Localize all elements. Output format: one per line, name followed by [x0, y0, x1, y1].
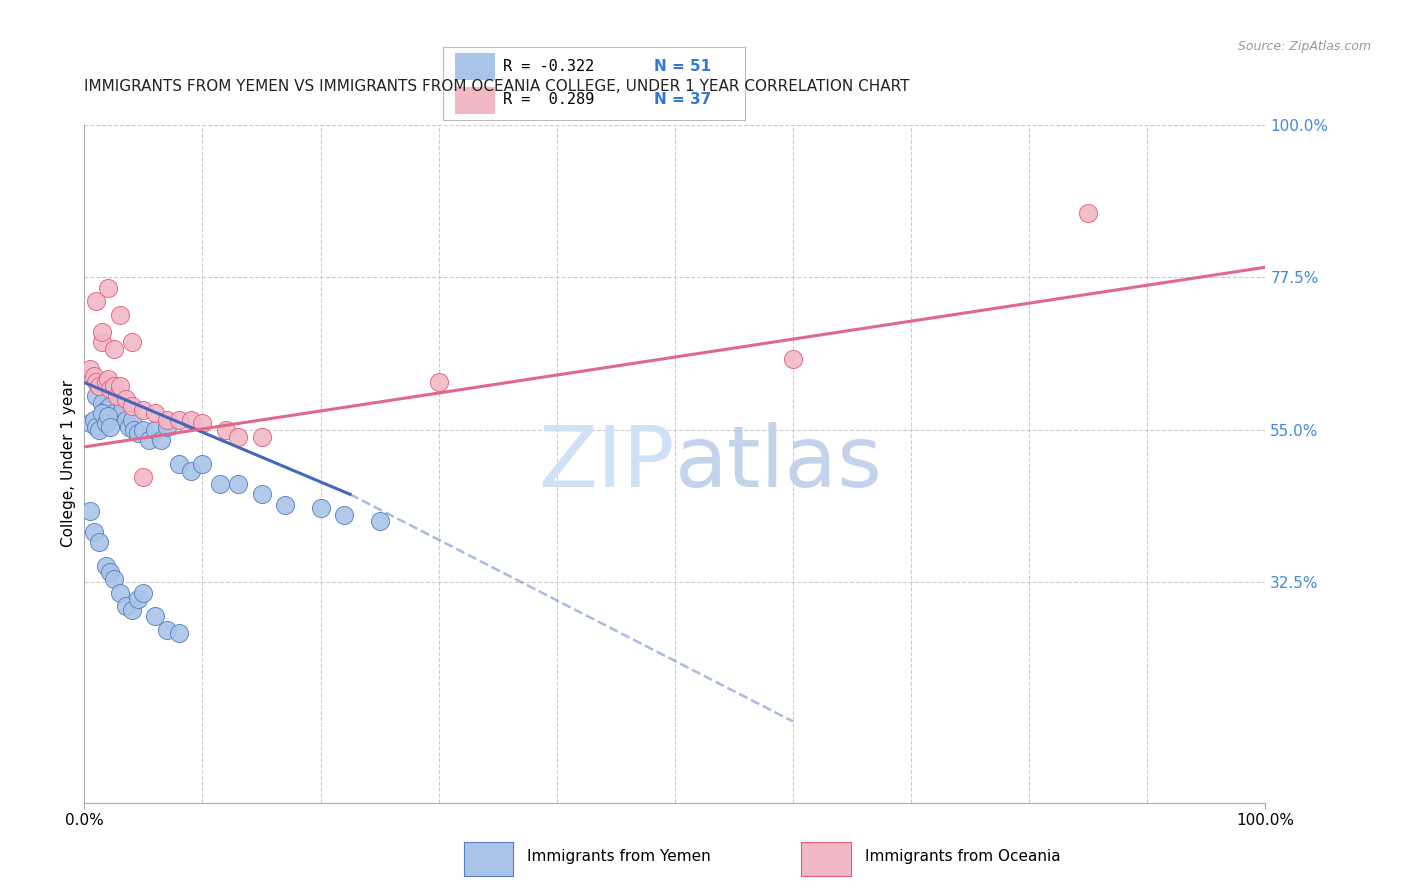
- Point: [107, 409, 129, 424]
- Point: [226, 477, 249, 491]
- Point: [91, 406, 114, 420]
- Point: [132, 402, 155, 417]
- Text: N = 37: N = 37: [655, 93, 711, 107]
- Point: [94, 376, 117, 390]
- Point: [83, 524, 105, 539]
- Point: [122, 423, 145, 437]
- Point: [108, 379, 131, 393]
- Point: [167, 413, 190, 427]
- Point: [127, 592, 149, 607]
- Point: [84, 376, 107, 390]
- Point: [191, 457, 214, 471]
- Text: IMMIGRANTS FROM YEMEN VS IMMIGRANTS FROM OCEANIA COLLEGE, UNDER 1 YEAR CORRELATI: IMMIGRANTS FROM YEMEN VS IMMIGRANTS FROM…: [84, 78, 910, 94]
- Point: [180, 464, 202, 478]
- Point: [167, 457, 190, 471]
- Point: [114, 392, 136, 407]
- Point: [98, 566, 121, 580]
- Point: [91, 325, 114, 339]
- Point: [103, 379, 125, 393]
- Point: [1077, 206, 1099, 220]
- Point: [87, 423, 110, 437]
- Point: [94, 402, 117, 417]
- Point: [91, 396, 114, 410]
- Point: [167, 626, 190, 640]
- Point: [107, 389, 129, 403]
- Point: [94, 416, 117, 430]
- Point: [250, 430, 273, 444]
- Point: [191, 416, 214, 430]
- Point: [97, 280, 120, 294]
- Point: [132, 470, 155, 484]
- Point: [84, 294, 107, 309]
- Text: ZIP: ZIP: [538, 422, 675, 506]
- Y-axis label: College, Under 1 year: College, Under 1 year: [60, 380, 76, 548]
- Point: [250, 487, 273, 501]
- Point: [138, 433, 160, 447]
- Point: [121, 413, 143, 427]
- Point: [114, 599, 136, 614]
- Point: [132, 585, 155, 599]
- Point: [98, 419, 121, 434]
- Point: [97, 409, 120, 424]
- Point: [226, 430, 249, 444]
- Point: [143, 423, 166, 437]
- Point: [309, 500, 332, 515]
- Point: [108, 308, 131, 322]
- Point: [143, 609, 166, 624]
- Point: [150, 433, 173, 447]
- Point: [103, 342, 125, 356]
- Point: [333, 508, 356, 522]
- Point: [274, 498, 297, 512]
- Point: [87, 379, 110, 393]
- Point: [84, 419, 107, 434]
- Point: [156, 419, 179, 434]
- Point: [97, 406, 120, 420]
- Point: [97, 372, 120, 386]
- Point: [91, 334, 114, 349]
- Point: [156, 413, 179, 427]
- Text: Immigrants from Oceania: Immigrants from Oceania: [865, 849, 1060, 863]
- Text: Immigrants from Yemen: Immigrants from Yemen: [527, 849, 711, 863]
- Point: [121, 602, 143, 616]
- Point: [368, 515, 391, 529]
- Point: [103, 572, 125, 586]
- Text: R = -0.322: R = -0.322: [503, 59, 595, 74]
- Point: [118, 419, 141, 434]
- Point: [87, 534, 110, 549]
- Bar: [456, 54, 495, 79]
- Point: [121, 399, 143, 413]
- Point: [79, 362, 101, 376]
- Text: atlas: atlas: [675, 422, 883, 506]
- Bar: [456, 87, 495, 113]
- Point: [94, 558, 117, 573]
- Point: [209, 477, 232, 491]
- Point: [98, 382, 121, 396]
- Point: [215, 423, 238, 437]
- Point: [782, 351, 804, 366]
- Point: [108, 409, 131, 424]
- Point: [114, 413, 136, 427]
- Point: [83, 368, 105, 383]
- Point: [111, 402, 134, 417]
- Point: [132, 423, 155, 437]
- Point: [103, 406, 125, 420]
- Point: [143, 406, 166, 420]
- Point: [127, 426, 149, 441]
- Point: [79, 504, 101, 518]
- Point: [427, 376, 450, 390]
- Point: [79, 416, 101, 430]
- Text: R =  0.289: R = 0.289: [503, 93, 595, 107]
- Point: [156, 623, 179, 637]
- Point: [98, 399, 121, 413]
- Point: [108, 585, 131, 599]
- Point: [84, 389, 107, 403]
- Point: [180, 413, 202, 427]
- Point: [121, 334, 143, 349]
- Text: N = 51: N = 51: [655, 59, 711, 74]
- Text: Source: ZipAtlas.com: Source: ZipAtlas.com: [1237, 40, 1371, 54]
- Point: [83, 413, 105, 427]
